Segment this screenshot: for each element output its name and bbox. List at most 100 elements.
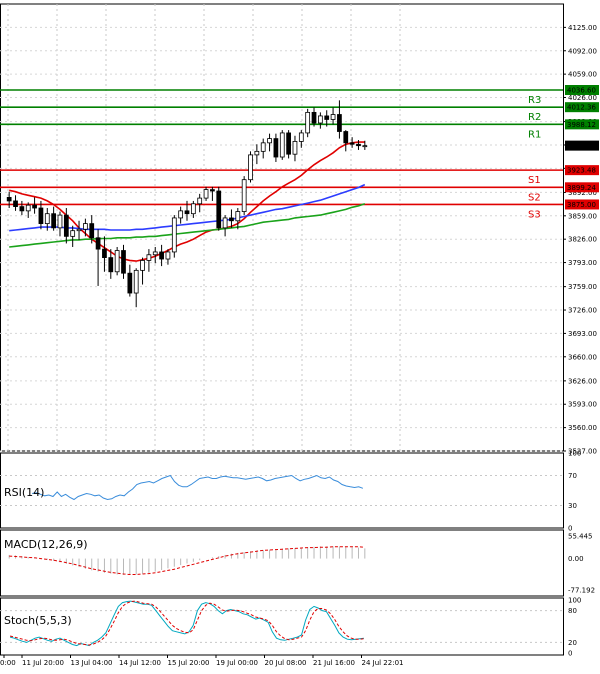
level-name-r1: R1	[528, 129, 541, 140]
candle-body	[343, 131, 349, 144]
level-badge	[565, 84, 599, 95]
candle-body	[51, 213, 57, 229]
macd-frame	[0, 529, 564, 597]
stoch-tick-label: 0	[568, 650, 572, 658]
y-tick-label: 3726.00	[568, 307, 597, 315]
candle-body	[159, 251, 164, 260]
y-tick-label: 3759.00	[568, 283, 597, 291]
x-tick-label: 11 Jul 20:00	[22, 659, 64, 667]
candle-body	[70, 230, 76, 237]
candle-body	[362, 145, 368, 148]
macd-tick-label: -77.192	[568, 587, 595, 595]
candle-body	[330, 114, 336, 120]
candle-body	[190, 203, 196, 215]
candle-body	[292, 141, 298, 155]
candle-body	[133, 269, 139, 294]
candle-body	[57, 214, 63, 229]
y-tick-label: 3660.00	[568, 353, 597, 361]
candle-body	[229, 217, 234, 222]
level-badge	[565, 182, 599, 193]
rsi-tick-label: 100	[568, 450, 581, 458]
candle-body	[267, 138, 272, 144]
candle-body	[171, 217, 177, 253]
x-tick-label: 15 Jul 20:00	[168, 659, 210, 667]
macd-tick-label: 0.00	[568, 555, 584, 563]
candle-body	[19, 206, 25, 212]
level-value-label: 3875.00	[567, 201, 596, 209]
candle-body	[127, 272, 133, 294]
candle-body	[356, 143, 361, 147]
level-value-label: 4012.36	[567, 104, 596, 112]
level-badge	[565, 119, 599, 130]
current-price-badge	[565, 140, 599, 151]
candle-body	[76, 228, 82, 232]
level-name-s3: S3	[528, 209, 541, 220]
stoch-tick-label: 20	[568, 639, 577, 647]
stoch-frame	[0, 597, 564, 656]
candle-body	[63, 214, 69, 237]
candle-body	[178, 210, 184, 219]
x-tick-label: 14 Jul 12:00	[119, 659, 161, 667]
candle-body	[241, 179, 247, 212]
x-tick-label: 0:00	[0, 659, 16, 667]
y-tick-label: 3527.00	[568, 448, 597, 456]
level-name-r2: R2	[528, 112, 541, 123]
macd-tick-label: 55.445	[568, 533, 593, 541]
y-tick-label: 4059.00	[568, 71, 597, 79]
rsi-panel: 100 70 30 0	[0, 450, 581, 533]
candle-body	[32, 204, 37, 209]
y-tick-label: 3626.00	[568, 377, 597, 385]
candle-body	[324, 115, 330, 120]
candle-body	[210, 189, 215, 192]
candle-body	[337, 114, 342, 132]
x-tick-label: 21 Jul 16:00	[313, 659, 355, 667]
candle-body	[254, 150, 260, 156]
moving-average-line	[9, 203, 366, 248]
candle-body	[260, 142, 266, 152]
candle-body	[184, 210, 190, 215]
y-tick-label: 4125.00	[568, 24, 597, 32]
y-tick-label: 3593.00	[568, 401, 597, 409]
candle-body	[311, 111, 317, 124]
candle-body	[121, 250, 126, 274]
candle-body	[89, 223, 95, 239]
candle-body	[165, 251, 171, 260]
x-tick-label: 13 Jul 04:00	[71, 659, 113, 667]
candle-body	[83, 223, 88, 230]
candle-body	[216, 190, 222, 229]
rsi-label: RSI(14)	[4, 486, 44, 499]
y-tick-label: 4026.00	[568, 94, 597, 102]
y-tick-label: 4092.00	[568, 47, 597, 55]
candle-body	[286, 132, 291, 155]
candle-body	[298, 132, 304, 142]
stoch-label: Stoch(5,5,3)	[4, 614, 72, 627]
candle-body	[305, 111, 311, 134]
x-tick-label: 20 Jul 08:00	[265, 659, 307, 667]
price-panel: 4125.004092.004059.004026.003992.003959.…	[0, 3, 599, 456]
x-tick-label: 24 Jul 22:01	[362, 659, 404, 667]
candle-body	[13, 200, 18, 208]
candle-body	[349, 142, 355, 145]
y-tick-label: 3560.00	[568, 424, 597, 432]
time-axis: 0:00 11 Jul 20:00 13 Jul 04:00 14 Jul 12:00…	[0, 655, 403, 667]
rsi-tick-label: 70	[568, 472, 577, 480]
candle-body	[273, 138, 279, 158]
level-value-label: 3923.48	[567, 167, 596, 175]
rsi-tick-label: 30	[568, 502, 577, 510]
y-tick-label: 3892.00	[568, 189, 597, 197]
candle-body	[108, 257, 114, 273]
candle-body	[95, 237, 101, 250]
candle-body	[6, 196, 12, 202]
level-badge	[565, 165, 599, 176]
candle-body	[235, 211, 241, 222]
candle-body	[146, 254, 152, 261]
candle-body	[25, 204, 31, 212]
y-tick-label: 3826.00	[568, 236, 597, 244]
stoch-tick-label: 100	[568, 597, 581, 605]
y-tick-label: 3793.00	[568, 259, 597, 267]
candle-body	[38, 207, 44, 225]
level-badge	[565, 102, 599, 113]
level-value-label: 4036.60	[567, 86, 596, 94]
